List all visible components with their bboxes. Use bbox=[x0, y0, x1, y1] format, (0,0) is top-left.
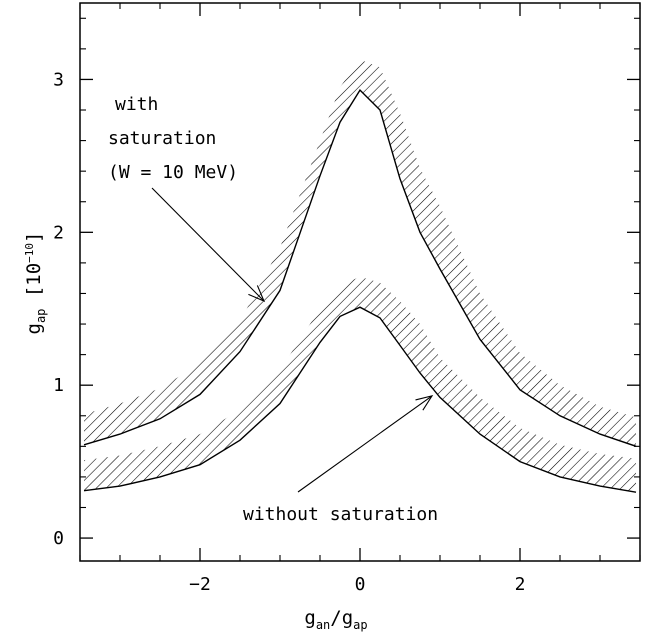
ticks bbox=[79, 3, 641, 561]
y-tick-label: 3 bbox=[53, 69, 64, 90]
arrow-without bbox=[297, 395, 433, 493]
x-axis-label: gan/gap bbox=[304, 607, 367, 632]
x-tick-label: 2 bbox=[515, 574, 526, 595]
arrow-with bbox=[151, 187, 265, 302]
bands bbox=[84, 59, 636, 493]
band-without_saturation bbox=[84, 276, 636, 493]
band-with_saturation bbox=[84, 59, 636, 447]
arrowhead-with bbox=[248, 285, 266, 303]
y-axis-label: gap [10−10] bbox=[23, 232, 48, 335]
annotation-without: without saturation bbox=[243, 504, 438, 525]
x-tick-label: 0 bbox=[355, 574, 366, 595]
x-tick-label: −2 bbox=[189, 574, 211, 595]
annotation-arrows bbox=[151, 187, 434, 493]
curve-lines bbox=[83, 88, 637, 493]
y-tick-label: 2 bbox=[53, 222, 64, 243]
line-with_saturation bbox=[83, 88, 637, 447]
y-tick-label: 0 bbox=[53, 528, 64, 549]
annotation-with-line-1: with bbox=[115, 94, 158, 115]
line-without_saturation bbox=[83, 306, 637, 493]
tick-labels: −2 0 2 0 1 2 3 bbox=[53, 69, 525, 595]
arrowhead-without bbox=[415, 395, 434, 411]
y-tick-label: 1 bbox=[53, 375, 64, 396]
annotation-with-line-3: (W = 10 MeV) bbox=[108, 162, 238, 183]
annotation-with-line-2: saturation bbox=[108, 128, 216, 149]
